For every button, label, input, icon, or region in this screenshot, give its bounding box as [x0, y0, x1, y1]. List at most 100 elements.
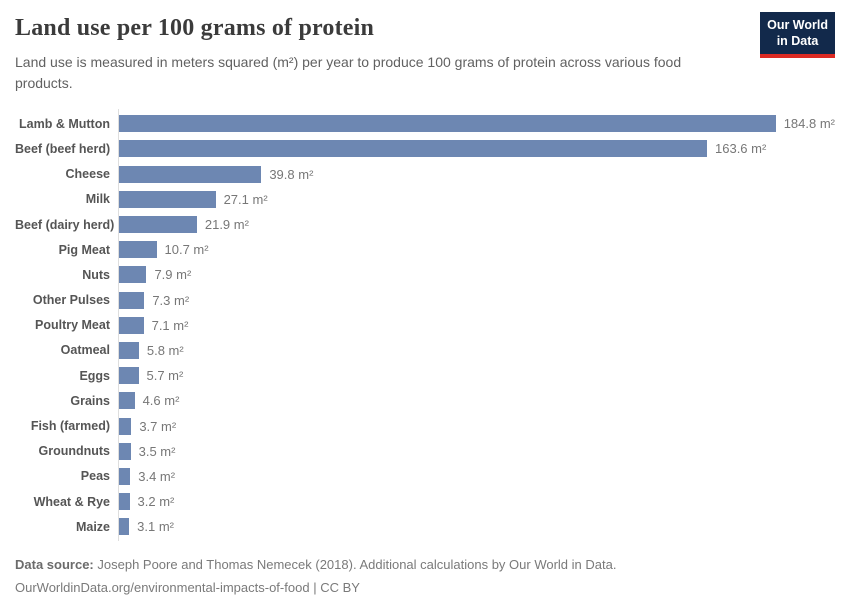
logo-text-line1: Our World	[767, 18, 828, 32]
bar-track: 7.3 m²	[118, 287, 835, 312]
chart-header: Land use per 100 grams of protein Land u…	[15, 12, 835, 95]
chart-row: Beef (dairy herd) 21.9 m²	[15, 212, 835, 237]
value-label: 3.7 m²	[139, 418, 177, 434]
value-label: 4.6 m²	[142, 393, 180, 409]
data-source-line: Data source: Joseph Poore and Thomas Nem…	[15, 554, 835, 577]
category-label: Milk	[85, 192, 110, 207]
bar[interactable]	[118, 266, 147, 284]
bar[interactable]	[118, 291, 145, 309]
value-label: 184.8 m²	[783, 116, 835, 132]
bar-track: 10.7 m²	[118, 237, 835, 262]
chart-row: Milk 27.1 m²	[15, 187, 835, 212]
bar[interactable]	[118, 392, 135, 410]
license-text: CC BY	[320, 580, 360, 596]
category-label: Grains	[70, 393, 110, 408]
chart-row: Lamb & Mutton 184.8 m²	[15, 111, 835, 136]
datasource-text: Joseph Poore and Thomas Nemecek (2018). …	[97, 557, 617, 573]
value-label: 21.9 m²	[204, 217, 249, 233]
footer-separator: |	[313, 580, 317, 596]
category-label: Other Pulses	[32, 293, 110, 308]
logo-text-line2: in Data	[776, 34, 819, 48]
value-label: 10.7 m²	[164, 242, 209, 258]
bar-track: 5.7 m²	[118, 363, 835, 388]
owid-logo[interactable]: Our World in Data	[760, 12, 835, 58]
category-label: Nuts	[82, 267, 110, 282]
bar-track: 4.6 m²	[118, 388, 835, 413]
chart-title: Land use per 100 grams of protein	[15, 15, 375, 41]
bar-track: 3.2 m²	[118, 489, 835, 514]
category-label: Oatmeal	[60, 343, 110, 358]
bar-track: 5.8 m²	[118, 338, 835, 363]
category-label: Pig Meat	[58, 242, 110, 257]
category-label: Cheese	[65, 167, 110, 182]
value-label: 3.2 m²	[137, 494, 175, 510]
chart-row: Eggs 5.7 m²	[15, 363, 835, 388]
bar[interactable]	[118, 140, 707, 158]
bar[interactable]	[118, 190, 216, 208]
chart-row: Grains 4.6 m²	[15, 388, 835, 413]
bar-chart-rows: Lamb & Mutton 184.8 m² Beef (beef herd) …	[15, 111, 835, 539]
bar-track: 21.9 m²	[118, 212, 835, 237]
category-label: Eggs	[79, 368, 110, 383]
bar[interactable]	[118, 493, 130, 511]
value-label: 7.3 m²	[152, 292, 190, 308]
chart-row: Other Pulses 7.3 m²	[15, 287, 835, 312]
category-label: Beef (beef herd)	[15, 141, 111, 156]
category-label: Fish (farmed)	[30, 419, 110, 434]
chart-row: Cheese 39.8 m²	[15, 162, 835, 187]
chart-row: Wheat & Rye 3.2 m²	[15, 489, 835, 514]
value-label: 7.9 m²	[154, 267, 192, 283]
bar-track: 7.1 m²	[118, 313, 835, 338]
bar[interactable]	[118, 216, 197, 234]
value-label: 3.5 m²	[138, 443, 176, 459]
footer-link[interactable]: OurWorldinData.org/environmental-impacts…	[15, 580, 310, 596]
bar[interactable]	[118, 467, 131, 485]
chart-row: Peas 3.4 m²	[15, 464, 835, 489]
bar-track: 3.1 m²	[118, 514, 835, 539]
bar[interactable]	[118, 367, 139, 385]
category-label: Peas	[80, 469, 110, 484]
bar[interactable]	[118, 165, 262, 183]
category-label: Poultry Meat	[34, 318, 110, 333]
chart-row: Nuts 7.9 m²	[15, 262, 835, 287]
datasource-label: Data source:	[15, 557, 94, 573]
category-label: Beef (dairy herd)	[15, 217, 115, 232]
value-label: 3.1 m²	[137, 519, 175, 535]
chart-footer: Data source: Joseph Poore and Thomas Nem…	[15, 554, 835, 600]
bar[interactable]	[118, 518, 130, 536]
chart-row: Poultry Meat 7.1 m²	[15, 313, 835, 338]
bar[interactable]	[118, 241, 157, 259]
credits-line: OurWorldinData.org/environmental-impacts…	[15, 577, 835, 600]
category-label: Wheat & Rye	[33, 494, 110, 509]
value-label: 5.8 m²	[146, 342, 184, 358]
bar[interactable]	[118, 115, 776, 133]
chart-row: Pig Meat 10.7 m²	[15, 237, 835, 262]
bar-track: 163.6 m²	[118, 136, 835, 161]
chart-row: Groundnuts 3.5 m²	[15, 439, 835, 464]
bar[interactable]	[118, 417, 132, 435]
bar-track: 3.4 m²	[118, 464, 835, 489]
chart-subtitle: Land use is measured in meters squared (…	[15, 53, 682, 92]
bar[interactable]	[118, 341, 139, 359]
category-label: Groundnuts	[38, 444, 110, 459]
category-label: Lamb & Mutton	[19, 116, 110, 131]
value-label: 5.7 m²	[146, 368, 184, 384]
bar[interactable]	[118, 442, 131, 460]
bar-track: 39.8 m²	[118, 162, 835, 187]
chart-row: Oatmeal 5.8 m²	[15, 338, 835, 363]
title-block: Land use per 100 grams of protein Land u…	[15, 12, 735, 95]
chart-row: Fish (farmed) 3.7 m²	[15, 413, 835, 438]
bar-chart: Lamb & Mutton 184.8 m² Beef (beef herd) …	[15, 109, 835, 542]
value-label: 163.6 m²	[715, 141, 767, 157]
bar[interactable]	[118, 316, 144, 334]
bar-track: 7.9 m²	[118, 262, 835, 287]
chart-row: Maize 3.1 m²	[15, 514, 835, 539]
bar-track: 3.5 m²	[118, 439, 835, 464]
value-label: 3.4 m²	[138, 468, 176, 484]
bar-track: 3.7 m²	[118, 413, 835, 438]
bar-track: 27.1 m²	[118, 187, 835, 212]
chart-row: Beef (beef herd) 163.6 m²	[15, 136, 835, 161]
value-label: 27.1 m²	[223, 191, 268, 207]
value-label: 7.1 m²	[151, 317, 189, 333]
